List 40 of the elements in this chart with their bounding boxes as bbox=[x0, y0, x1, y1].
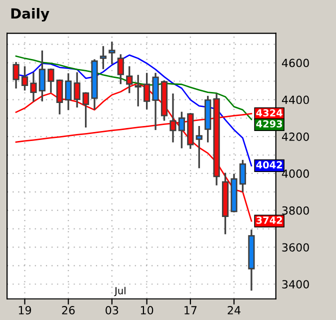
candlestick bbox=[38, 50, 46, 102]
candlestick bbox=[134, 74, 142, 106]
candlestick bbox=[117, 54, 124, 84]
data-label: 4042 bbox=[256, 161, 282, 169]
candlestick bbox=[144, 72, 150, 110]
y-tick-label: 4600 bbox=[282, 58, 309, 68]
candlestick bbox=[74, 72, 80, 108]
candlestick bbox=[108, 42, 116, 64]
candlestick bbox=[170, 93, 176, 142]
y-tick-label: 4200 bbox=[282, 132, 309, 141]
candlestick bbox=[30, 72, 37, 102]
candlestick bbox=[12, 62, 20, 89]
y-tick-label: 4400 bbox=[282, 96, 309, 104]
candlestick bbox=[196, 126, 202, 168]
candlestick bbox=[239, 160, 246, 192]
x-tick-label: 10 bbox=[140, 306, 154, 314]
data-label: 3742 bbox=[256, 216, 282, 224]
x-tick-label: 26 bbox=[62, 306, 75, 314]
data-label: 4324 bbox=[256, 109, 282, 117]
candlestick bbox=[65, 73, 72, 110]
annotation: Jul bbox=[114, 286, 126, 296]
x-tick-label: 17 bbox=[184, 306, 197, 314]
candlestick bbox=[152, 72, 159, 130]
line-series bbox=[15, 55, 252, 120]
y-tick-label: 3600 bbox=[282, 243, 309, 252]
candlestick bbox=[21, 66, 28, 91]
candlestick bbox=[126, 66, 133, 94]
candlestick bbox=[82, 92, 90, 128]
y-tick-label: 4000 bbox=[282, 169, 309, 178]
data-label: 4293 bbox=[256, 120, 282, 128]
x-tick-label: 24 bbox=[228, 306, 240, 314]
candlestick bbox=[48, 68, 54, 93]
x-tick-label: 03 bbox=[106, 306, 118, 314]
y-tick-label: 3400 bbox=[282, 280, 309, 289]
candlestick bbox=[100, 46, 107, 70]
y-tick-label: 3800 bbox=[282, 206, 309, 215]
chart-title: Daily bbox=[11, 8, 50, 22]
x-tick-label: 19 bbox=[18, 306, 32, 314]
candlestick bbox=[178, 112, 186, 148]
candlestick bbox=[56, 79, 63, 114]
